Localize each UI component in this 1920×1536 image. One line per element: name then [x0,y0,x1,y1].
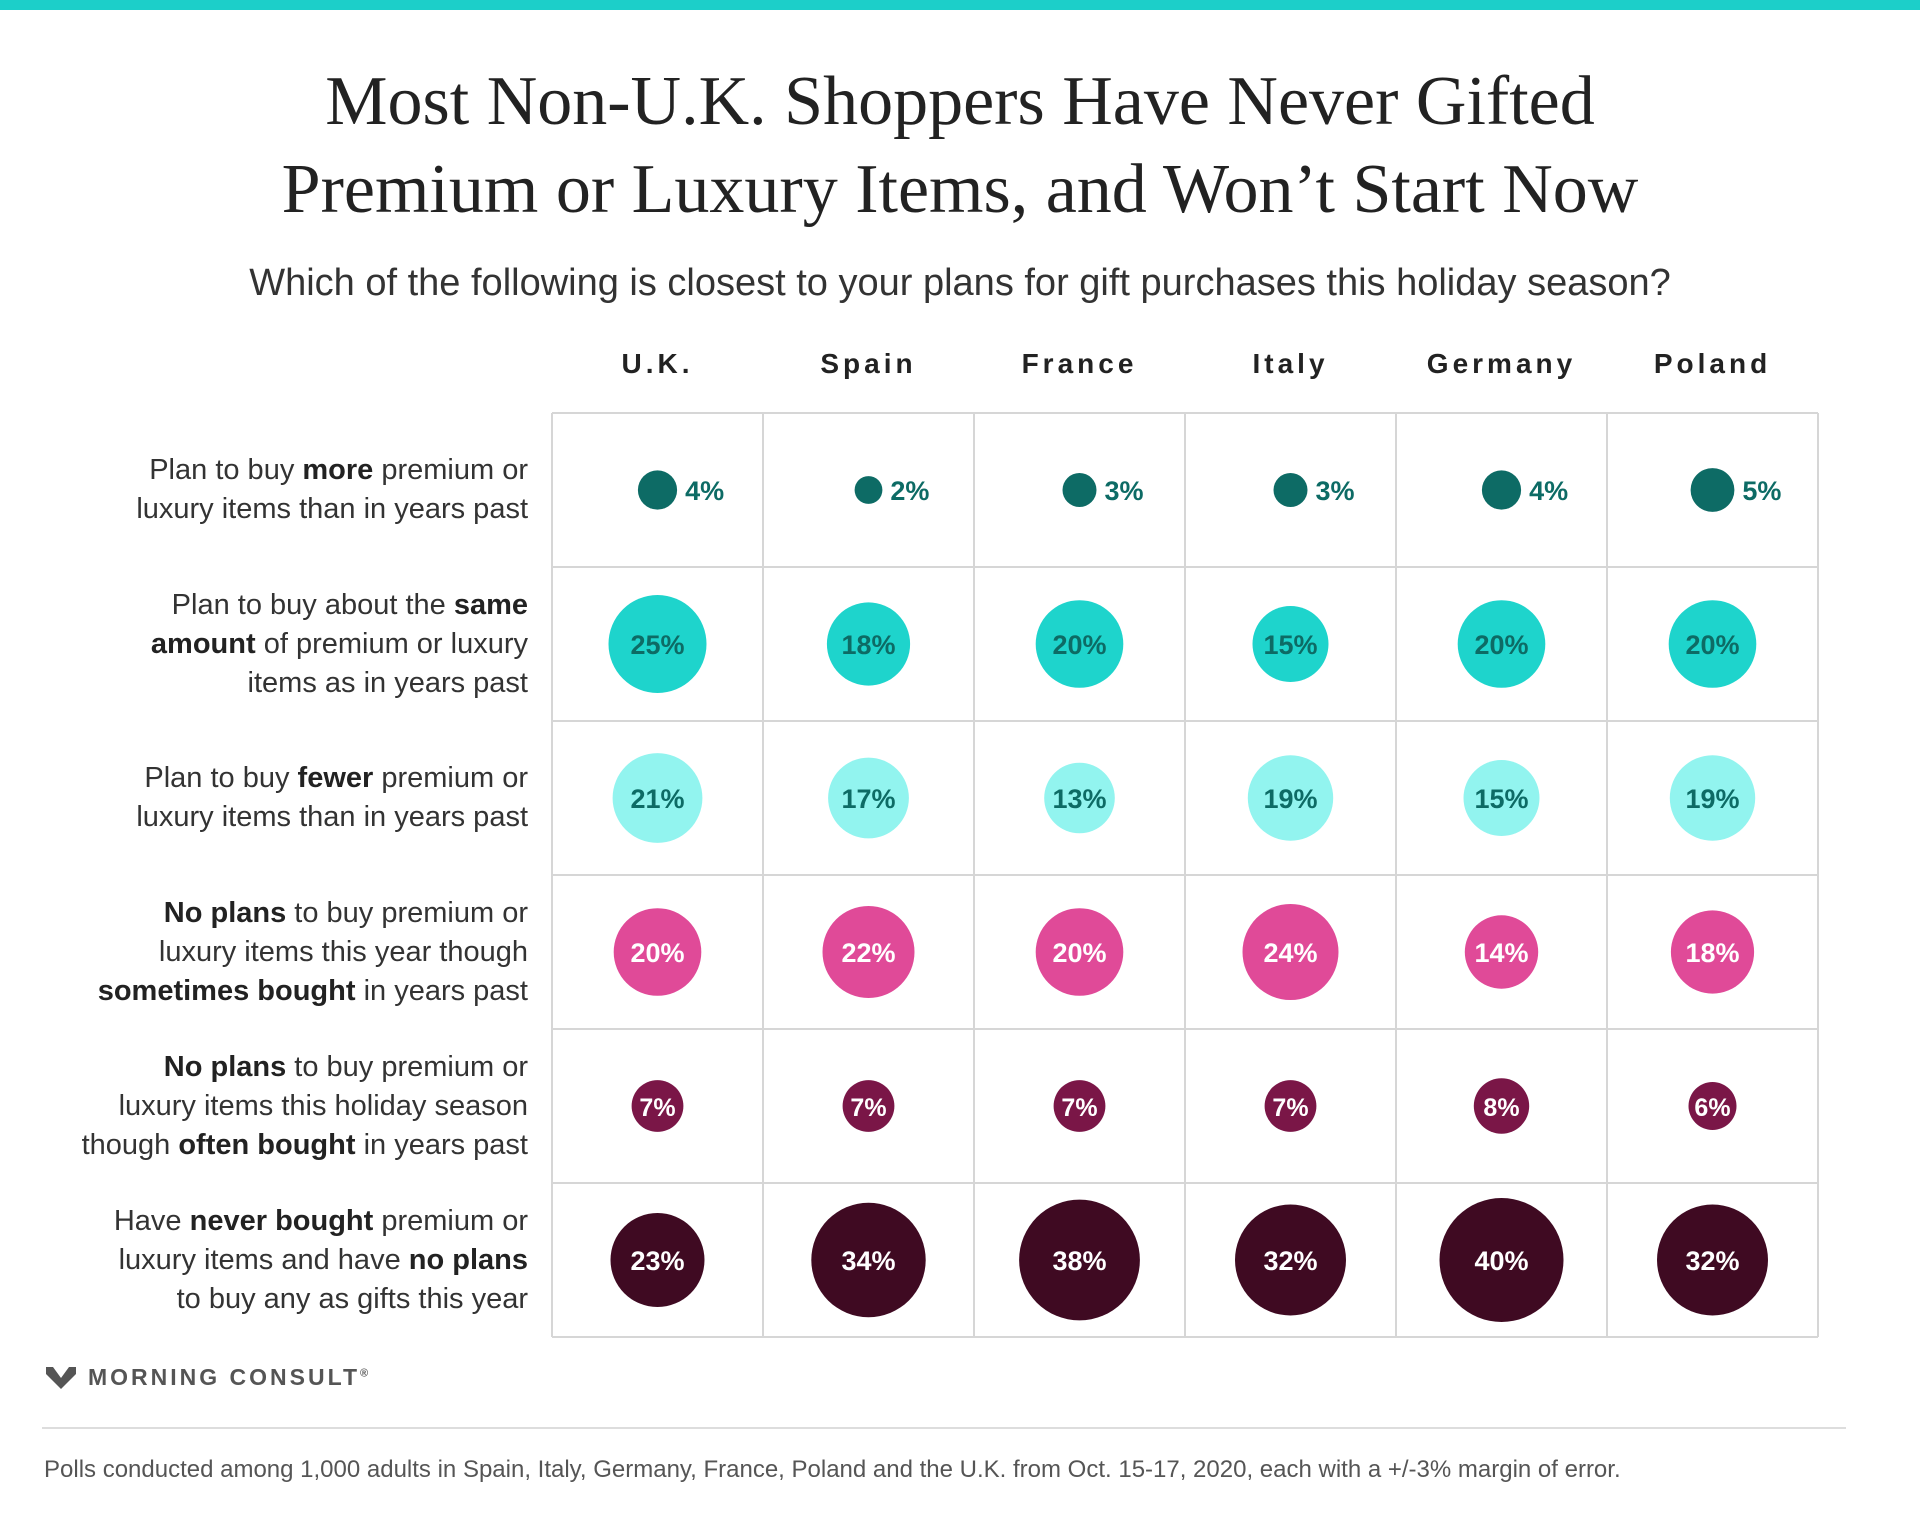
row-label-text: luxury items than in years past [136,801,528,833]
bubble-label: 20% [1052,630,1106,660]
row-label-text: to buy any as gifts this year [177,1283,528,1315]
row-label-text: luxury items this year though [159,936,528,968]
row-label-line: Plan to buy fewer premium or [20,759,528,798]
row-label-text: luxury items and have [119,1244,409,1276]
row-label-no_plans_often: No plans to buy premium or luxury items t… [20,1029,528,1183]
bubble-label: 19% [1685,784,1739,814]
bubble-label: 3% [1105,476,1144,506]
bubble-label: 7% [1061,1094,1097,1122]
bubble-label: 15% [1263,630,1317,660]
row-label-text: to buy premium or [286,897,528,929]
bubble-label: 40% [1474,1246,1528,1276]
row-label-same: Plan to buy about the same amount of prem… [20,567,528,721]
row-label-fewer: Plan to buy fewer premium or luxury items… [20,721,528,875]
row-label-emphasis: No plans [164,1051,286,1083]
row-label-text: to buy premium or [286,1051,528,1083]
bubble-label: 20% [1052,938,1106,968]
row-label-emphasis: no plans [409,1244,528,1276]
row-label-line: luxury items than in years past [20,490,528,529]
bubble-label: 25% [630,630,684,660]
bubble-label: 32% [1263,1246,1317,1276]
row-label-emphasis: never bought [190,1205,374,1237]
bubble-label: 38% [1052,1246,1106,1276]
row-label-line: luxury items this year though [20,933,528,972]
bubble-label: 2% [890,476,929,506]
row-label-line: luxury items and have no plans [20,1241,528,1280]
row-label-line: Plan to buy about the same [20,586,528,625]
row-label-text: though [82,1129,179,1161]
row-label-text: items as in years past [248,667,528,699]
row-label-text: luxury items this holiday season [119,1090,528,1122]
bubble-more-germany [1482,470,1521,509]
row-label-text: of premium or luxury [256,628,528,660]
row-label-line: though often bought in years past [20,1126,528,1165]
row-label-never: Have never bought premium or luxury items… [20,1183,528,1337]
bubble-label: 20% [1685,630,1739,660]
row-label-text: in years past [356,1129,528,1161]
row-label-text: premium or [373,1205,528,1237]
brand-logo: MORNING CONSULT® [46,1364,371,1391]
bubble-label: 22% [841,938,895,968]
row-label-text: luxury items than in years past [136,493,528,525]
row-label-emphasis: No plans [164,897,286,929]
row-label-line: No plans to buy premium or [20,1048,528,1087]
row-label-text: premium or [373,762,528,794]
bubble-label: 3% [1316,476,1355,506]
bubble-label: 21% [630,784,684,814]
row-label-text: Plan to buy about the [172,589,454,621]
brand-name: MORNING CONSULT® [88,1364,371,1391]
row-label-emphasis: amount [151,628,256,660]
row-label-more: Plan to buy more premium or luxury items … [20,413,528,567]
row-label-line: luxury items this holiday season [20,1087,528,1126]
row-label-text: Have [114,1205,190,1237]
row-label-emphasis: more [302,454,373,486]
row-label-text: premium or [373,454,528,486]
bubble-label: 20% [1474,630,1528,660]
bubble-label: 18% [1685,938,1739,968]
row-label-emphasis: often bought [178,1129,355,1161]
bubble-label: 8% [1483,1094,1519,1122]
bubble-label: 23% [630,1246,684,1276]
bubble-label: 5% [1742,476,1781,506]
bubble-label: 17% [841,784,895,814]
bubble-label: 4% [685,476,724,506]
bubble-more-spain [855,476,883,504]
row-label-line: No plans to buy premium or [20,894,528,933]
bubble-label: 18% [841,630,895,660]
bubble-label: 13% [1052,784,1106,814]
bubble-label: 20% [630,938,684,968]
bubble-label: 34% [841,1246,895,1276]
row-label-emphasis: sometimes bought [98,975,356,1007]
row-label-line: items as in years past [20,664,528,703]
bubble-label: 7% [1272,1094,1308,1122]
row-label-emphasis: same [454,589,528,621]
bubble-label: 14% [1474,938,1528,968]
row-label-text: in years past [356,975,528,1007]
bubble-more-uk [638,470,677,509]
bubble-label: 32% [1685,1246,1739,1276]
row-label-line: sometimes bought in years past [20,972,528,1011]
row-label-no_plans_sometimes: No plans to buy premium or luxury items t… [20,875,528,1029]
row-label-emphasis: fewer [298,762,374,794]
morning-consult-logo-icon [46,1365,76,1391]
bubble-label: 4% [1529,476,1568,506]
bubble-more-france [1063,473,1097,507]
bubble-label: 24% [1263,938,1317,968]
bubble-more-italy [1274,473,1308,507]
bubble-label: 15% [1474,784,1528,814]
row-label-line: to buy any as gifts this year [20,1280,528,1319]
footer-divider [42,1427,1846,1429]
bubble-label: 7% [639,1094,675,1122]
bubble-label: 6% [1694,1094,1730,1122]
bubble-label: 19% [1263,784,1317,814]
row-label-line: luxury items than in years past [20,798,528,837]
bubble-label: 7% [850,1094,886,1122]
row-label-text: Plan to buy [144,762,297,794]
bubble-more-poland [1691,468,1735,512]
row-label-text: Plan to buy [149,454,302,486]
row-label-line: Have never bought premium or [20,1202,528,1241]
row-label-line: Plan to buy more premium or [20,451,528,490]
footnote: Polls conducted among 1,000 adults in Sp… [44,1456,1621,1484]
row-label-line: amount of premium or luxury [20,625,528,664]
